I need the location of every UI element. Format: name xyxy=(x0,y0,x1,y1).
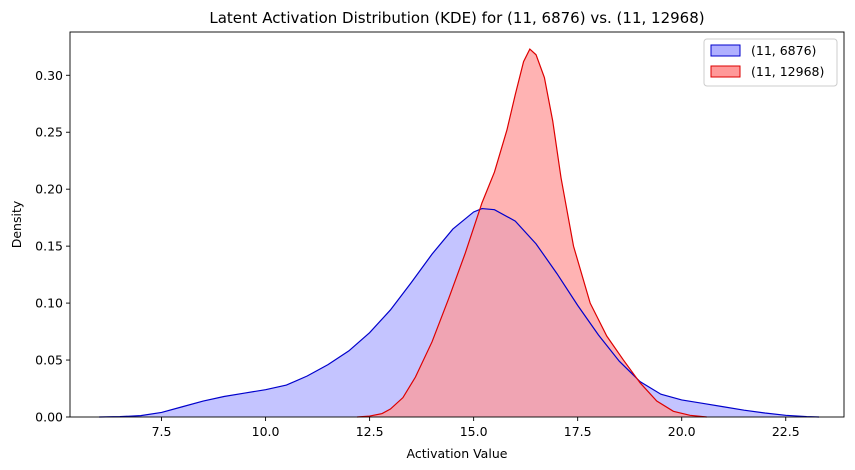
x-tick-label: 17.5 xyxy=(564,424,592,439)
y-axis: 0.00 0.05 0.10 0.15 0.20 0.25 0.30 xyxy=(35,68,70,425)
legend-label-series-2: (11, 12968) xyxy=(751,64,824,79)
x-tick-label: 22.5 xyxy=(772,424,800,439)
y-axis-label: Density xyxy=(9,200,24,248)
y-tick-label: 0.15 xyxy=(35,239,63,254)
y-tick-label: 0.30 xyxy=(35,68,63,83)
legend-label-series-1: (11, 6876) xyxy=(751,43,816,58)
x-tick-label: 7.5 xyxy=(152,424,172,439)
x-axis-label: Activation Value xyxy=(407,446,508,461)
series-1-line xyxy=(99,207,820,418)
x-tick-label: 10.0 xyxy=(252,424,280,439)
plot-area xyxy=(69,31,845,418)
series-2-area xyxy=(357,49,707,418)
series-layer xyxy=(99,48,820,418)
y-tick-label: 0.25 xyxy=(35,125,63,140)
y-tick-label: 0.20 xyxy=(35,182,63,197)
x-axis: 7.5 10.0 12.5 15.0 17.5 20.0 22.5 xyxy=(152,417,800,439)
legend-swatch-series-1 xyxy=(710,44,741,57)
legend: (11, 6876) (11, 12968) xyxy=(703,38,838,87)
chart-title: Latent Activation Distribution (KDE) for… xyxy=(209,9,704,27)
x-tick-label: 20.0 xyxy=(668,424,696,439)
x-tick-label: 15.0 xyxy=(460,424,488,439)
y-tick-label: 0.05 xyxy=(35,353,63,368)
series-2-line xyxy=(357,48,707,418)
y-tick-label: 0.00 xyxy=(35,410,63,425)
y-tick-label: 0.10 xyxy=(35,296,63,311)
x-tick-label: 12.5 xyxy=(356,424,384,439)
plot-frame xyxy=(69,31,845,418)
legend-swatch-series-2 xyxy=(710,65,741,78)
